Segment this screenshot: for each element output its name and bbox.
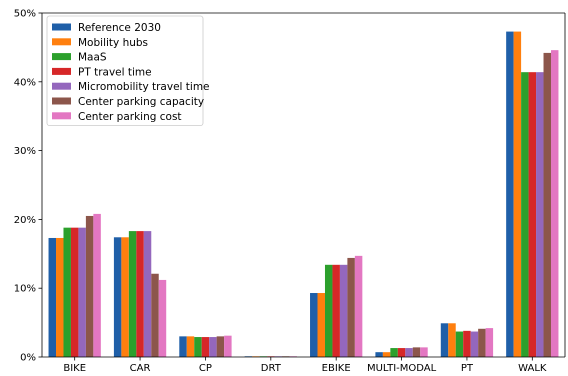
legend-entry: PT travel time xyxy=(78,66,152,78)
bar xyxy=(543,52,551,358)
bar xyxy=(412,347,421,357)
bar xyxy=(506,31,514,358)
bar xyxy=(485,328,494,357)
bar xyxy=(158,279,167,357)
bar xyxy=(528,72,537,358)
bar xyxy=(354,255,363,357)
bar xyxy=(463,330,471,357)
legend-swatch xyxy=(52,23,71,31)
legend-entry: Center parking cost xyxy=(78,111,182,123)
bar xyxy=(194,337,202,357)
bar xyxy=(339,264,348,357)
y-tick-label: 40% xyxy=(14,77,36,88)
legend-entry: Mobility hubs xyxy=(78,37,148,49)
bar xyxy=(201,337,210,357)
bar xyxy=(310,293,318,357)
bars xyxy=(48,31,559,358)
legend-entry: Micromobility travel time xyxy=(78,81,210,93)
x-tick-label: CP xyxy=(199,363,212,374)
bar xyxy=(550,50,559,358)
y-tick-label: 20% xyxy=(14,215,36,226)
bar xyxy=(63,227,71,357)
bar xyxy=(78,227,86,357)
bar xyxy=(513,31,522,358)
bar xyxy=(224,335,232,357)
bar xyxy=(56,237,64,357)
legend: Reference 2030 Mobility hubs MaaS PT travel… xyxy=(46,15,210,126)
legend-swatch xyxy=(52,97,71,105)
bar xyxy=(420,347,428,357)
x-tick-label: MULTI-MODAL xyxy=(367,363,437,374)
bar xyxy=(85,215,94,357)
x-tick-label: PT xyxy=(461,363,474,374)
bar xyxy=(521,72,529,358)
x-tick-label: BIKE xyxy=(63,363,86,374)
bar xyxy=(397,348,406,357)
bar xyxy=(470,331,479,357)
bar xyxy=(93,213,101,357)
x-tick-label: DRT xyxy=(261,363,282,374)
bar xyxy=(317,293,325,357)
bar xyxy=(375,352,383,357)
bar xyxy=(179,336,187,357)
x-tick-label: WALK xyxy=(518,363,547,374)
bar xyxy=(70,227,79,357)
bar xyxy=(455,331,464,357)
legend-entry: MaaS xyxy=(78,52,107,64)
bar xyxy=(478,328,486,357)
legend-swatch xyxy=(52,53,71,61)
legend-swatch xyxy=(52,67,71,75)
x-tick-label: CAR xyxy=(130,363,151,374)
bar xyxy=(405,348,413,357)
bar xyxy=(448,323,456,357)
bar xyxy=(347,257,355,357)
bar xyxy=(121,237,129,357)
legend-swatch xyxy=(52,112,71,120)
bar xyxy=(143,231,152,357)
bar xyxy=(209,337,217,357)
y-tick-label: 50% xyxy=(14,9,36,20)
x-tick-label: EBIKE xyxy=(322,363,351,374)
y-tick-label: 30% xyxy=(14,146,36,157)
bar xyxy=(332,264,340,357)
y-tick-label: 10% xyxy=(14,284,36,295)
bar xyxy=(113,237,122,357)
legend-swatch xyxy=(52,82,71,90)
bar xyxy=(48,237,57,357)
legend-entry: Center parking capacity xyxy=(78,96,204,108)
bar xyxy=(216,336,225,357)
bar xyxy=(186,336,195,357)
bar xyxy=(390,348,398,357)
bar xyxy=(136,231,144,357)
bar xyxy=(382,352,391,357)
bar xyxy=(536,72,544,358)
legend-swatch xyxy=(52,38,71,46)
y-tick-label: 0% xyxy=(20,353,36,364)
bar xyxy=(324,264,333,357)
bar xyxy=(151,273,159,357)
bar xyxy=(440,323,449,357)
bar xyxy=(128,231,137,357)
axes: 0% 10% 20% 30% 40% 50% BIKE CAR CP DRT EBIKE MULTI-… xyxy=(14,9,566,374)
legend-entry: Reference 2030 xyxy=(78,22,161,34)
legend-box xyxy=(46,15,204,126)
